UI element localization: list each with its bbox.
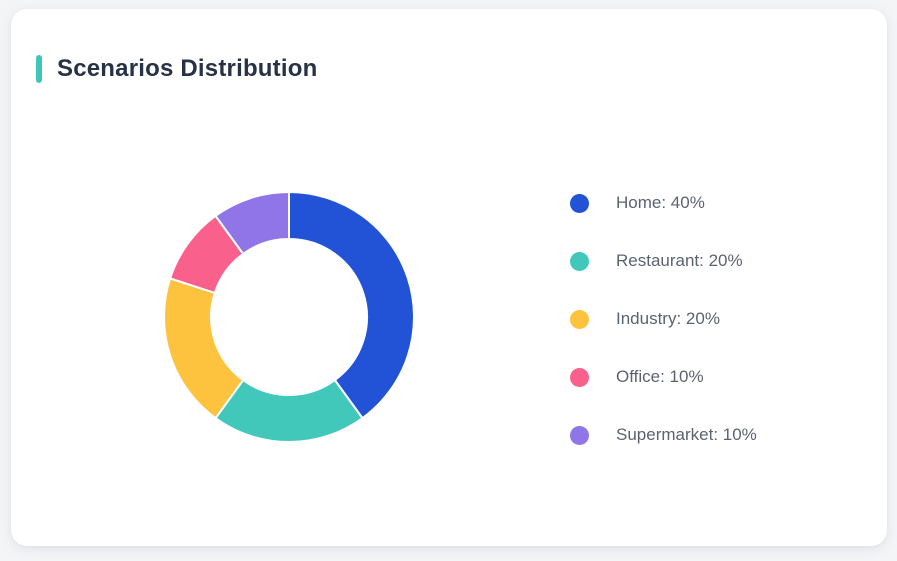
- legend-label-industry: Industry: 20%: [616, 309, 720, 328]
- legend-label-supermarket: Supermarket: 10%: [616, 425, 757, 444]
- donut-segment-home[interactable]: [288, 191, 415, 420]
- card-header: Scenarios Distribution: [36, 55, 317, 83]
- legend-item-home[interactable]: Home: 40%: [570, 193, 757, 213]
- legend-dot-industry: [570, 309, 589, 329]
- legend-dot-office: [570, 367, 589, 387]
- donut-chart: [163, 191, 415, 443]
- donut-segment-supermarket[interactable]: [214, 191, 290, 255]
- scenarios-distribution-card: Scenarios Distribution Home: 40% Restaura…: [11, 9, 887, 546]
- legend-item-industry[interactable]: Industry: 20%: [570, 309, 757, 329]
- legend-label-home: Home: 40%: [616, 193, 705, 212]
- legend-item-office[interactable]: Office: 10%: [570, 367, 757, 387]
- legend-label-office: Office: 10%: [616, 367, 704, 386]
- card-title: Scenarios Distribution: [57, 55, 318, 82]
- legend-item-restaurant[interactable]: Restaurant: 20%: [570, 251, 757, 271]
- legend-dot-supermarket: [570, 425, 589, 445]
- legend-dot-restaurant: [570, 251, 589, 271]
- legend-dot-home: [570, 193, 589, 213]
- title-accent-bar: [36, 55, 42, 83]
- legend-label-restaurant: Restaurant: 20%: [616, 251, 743, 270]
- legend-item-supermarket[interactable]: Supermarket: 10%: [570, 425, 757, 445]
- chart-legend: Home: 40% Restaurant: 20% Industry: 20% Off…: [570, 193, 757, 445]
- donut-segment-industry[interactable]: [163, 277, 245, 420]
